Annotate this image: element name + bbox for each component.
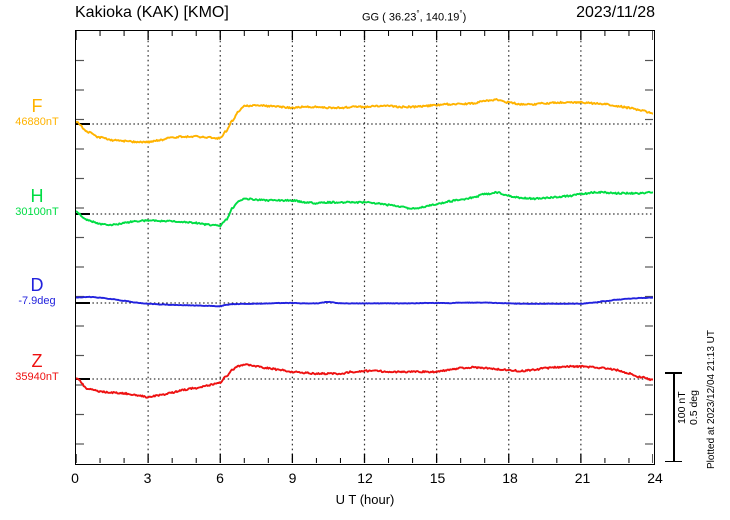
component-letter-f: F bbox=[31, 96, 43, 116]
scale-bar-label: 100 nT 0.5 deg bbox=[676, 390, 700, 425]
geo-coords-prefix: GG ( 36.23 bbox=[362, 11, 417, 24]
x-tick-label: 21 bbox=[574, 470, 591, 486]
scale-bar-label-nt: 100 nT bbox=[676, 391, 688, 424]
x-tick-label: 24 bbox=[647, 470, 663, 486]
trace-H bbox=[76, 190, 653, 228]
component-label-f: F 46880nT bbox=[6, 97, 68, 128]
x-tick-label: 3 bbox=[143, 470, 152, 486]
x-axis-title: U T (hour) bbox=[335, 492, 395, 507]
x-tick-label: 0 bbox=[71, 470, 79, 486]
trace-Z bbox=[76, 363, 653, 399]
scale-bar-line bbox=[673, 372, 675, 462]
trace-D bbox=[76, 295, 653, 308]
component-baseline-d: -7.9deg bbox=[18, 295, 56, 307]
geo-coords-mid: , 140.19 bbox=[419, 11, 460, 24]
plot-inner bbox=[76, 31, 654, 464]
component-baseline-h: 30100nT bbox=[15, 206, 59, 218]
x-tick-label: 15 bbox=[429, 470, 446, 486]
degree-symbol-lat: ° bbox=[416, 9, 420, 18]
scale-bar-label-deg: 0.5 deg bbox=[688, 390, 701, 426]
magnetogram-chart bbox=[76, 31, 653, 463]
component-label-h: H 30100nT bbox=[6, 187, 68, 218]
observation-date: 2023/11/28 bbox=[576, 4, 655, 21]
component-label-z: Z 35940nT bbox=[6, 352, 68, 383]
scale-bar-cap-bottom bbox=[665, 460, 682, 462]
component-label-d: D -7.9deg bbox=[6, 276, 68, 307]
component-letter-h: H bbox=[30, 186, 44, 206]
geographic-coordinates: GG ( 36.23°, 140.19°) bbox=[362, 9, 466, 24]
x-tick-label: 9 bbox=[288, 470, 297, 486]
scale-bar bbox=[664, 372, 682, 462]
plotted-at-timestamp: Plotted at 2023/12/04 21:13 UT bbox=[706, 330, 717, 469]
component-letter-z: Z bbox=[31, 351, 43, 371]
scale-bar-cap-top bbox=[665, 372, 682, 374]
page-title: Kakioka (KAK) [KMO] bbox=[75, 4, 229, 21]
trace-F bbox=[76, 98, 653, 144]
magnetogram-plot-frame bbox=[75, 30, 655, 465]
x-tick-label: 12 bbox=[357, 470, 373, 486]
component-baseline-z: 35940nT bbox=[15, 371, 59, 383]
x-tick-label: 6 bbox=[216, 470, 224, 486]
component-baseline-f: 46880nT bbox=[15, 116, 59, 128]
component-letter-d: D bbox=[30, 275, 44, 295]
x-tick-label: 18 bbox=[502, 470, 518, 486]
degree-symbol-lon: ° bbox=[459, 9, 463, 18]
geo-coords-suffix: ) bbox=[462, 11, 467, 24]
